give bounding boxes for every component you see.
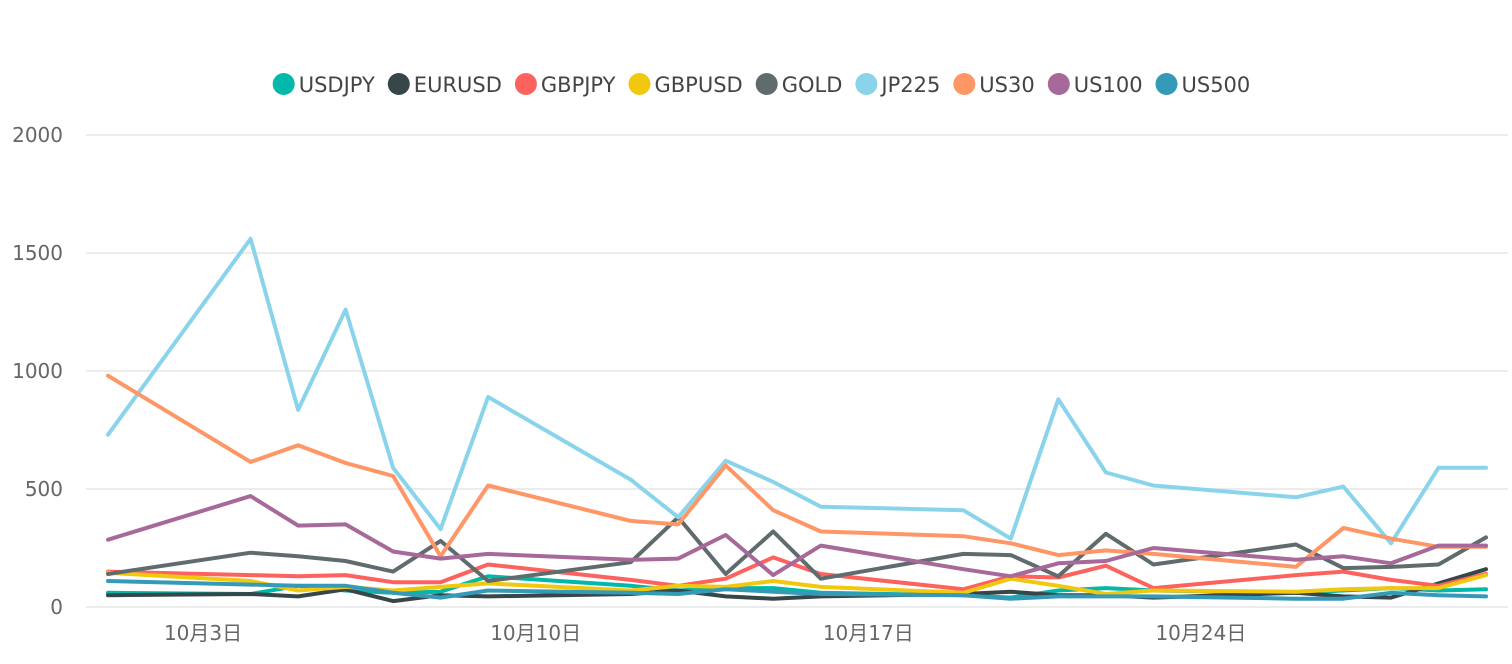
- plot-area: [106, 236, 1488, 604]
- legend-item-usdjpy[interactable]: USDJPY: [272, 73, 375, 97]
- series-line-us500: [106, 579, 1488, 601]
- x-tick-label: 10月10日: [490, 621, 581, 645]
- legend-label: GBPUSD: [655, 73, 743, 97]
- x-tick-label: 10月17日: [823, 621, 914, 645]
- legend-marker: [514, 73, 537, 95]
- gridlines: [86, 134, 1508, 608]
- legend: USDJPY EURUSD GBPJPY GBPUSD GOLD JP225 US30 US1…: [272, 73, 1251, 97]
- legend-marker: [628, 73, 651, 95]
- x-tick-label: 10月24日: [1155, 621, 1246, 645]
- y-tick-label: 0: [50, 595, 63, 619]
- series-line-us30: [106, 373, 1488, 569]
- legend-label: EURUSD: [414, 73, 502, 97]
- legend-item-gold[interactable]: GOLD: [755, 73, 843, 97]
- x-tick-label: 10月3日: [164, 621, 242, 645]
- legend-item-eurusd[interactable]: EURUSD: [387, 73, 502, 97]
- legend-item-gbpjpy[interactable]: GBPJPY: [514, 73, 616, 97]
- legend-marker: [272, 73, 295, 95]
- legend-label: GBPJPY: [541, 73, 616, 97]
- legend-label: JP225: [879, 73, 940, 97]
- legend-marker: [387, 73, 410, 95]
- legend-marker: [755, 73, 778, 95]
- y-tick-label: 500: [25, 477, 63, 501]
- y-axis: 0 500 1000 1500 2000: [12, 123, 63, 619]
- legend-item-gbpusd[interactable]: GBPUSD: [628, 73, 743, 97]
- y-tick-label: 1500: [12, 241, 63, 265]
- legend-item-us500[interactable]: US500: [1155, 73, 1251, 97]
- legend-marker: [1155, 73, 1178, 95]
- legend-label: US30: [979, 73, 1034, 97]
- legend-label: US100: [1074, 73, 1143, 97]
- legend-item-us30[interactable]: US30: [953, 73, 1035, 97]
- legend-item-us100[interactable]: US100: [1047, 73, 1143, 97]
- series-line-jp225: [106, 236, 1488, 546]
- legend-marker: [953, 73, 976, 95]
- legend-marker: [1047, 73, 1070, 95]
- y-tick-label: 1000: [12, 359, 63, 383]
- legend-label: GOLD: [782, 73, 843, 97]
- series-line-us100: [106, 494, 1488, 579]
- y-tick-label: 2000: [12, 123, 63, 147]
- legend-label: US500: [1182, 73, 1251, 97]
- legend-label: USDJPY: [299, 73, 375, 97]
- series-line-gbpjpy: [106, 555, 1488, 592]
- legend-marker: [855, 73, 878, 95]
- series-line-eurusd: [106, 567, 1488, 604]
- x-axis: 10月3日 10月10日 10月17日 10月24日: [164, 621, 1246, 645]
- legend-item-jp225[interactable]: JP225: [855, 73, 940, 97]
